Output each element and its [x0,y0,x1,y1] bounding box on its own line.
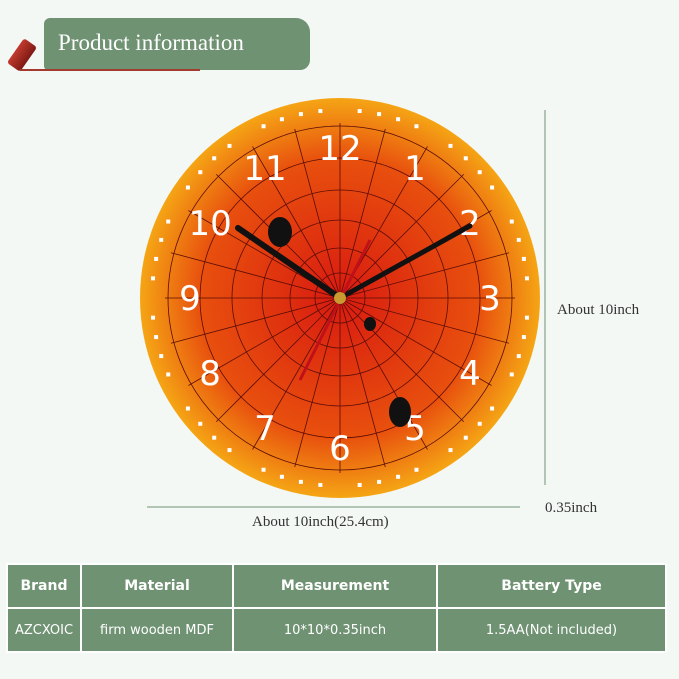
header-battery: Battery Type [436,563,667,609]
numeral-12: 12 [318,129,361,169]
minute-marker [185,185,190,190]
minute-marker [396,474,401,479]
width-label: About 10inch(25.4cm) [252,514,389,530]
numeral-6: 6 [329,429,351,469]
minute-marker [154,335,159,340]
numeral-7: 7 [254,409,276,449]
minute-marker [477,421,482,426]
minute-marker [198,421,203,426]
height-label: About 10inch [557,302,640,318]
hour-hand [235,225,343,301]
minute-marker [357,482,362,487]
minute-marker [414,124,419,129]
numeral-8: 8 [199,354,221,394]
minute-marker [227,143,232,148]
minute-marker [448,448,453,453]
minute-marker [477,170,482,175]
header-material: Material [80,563,234,609]
minute-marker [159,354,164,359]
minute-marker [279,117,284,122]
minute-marker [521,256,526,261]
minute-marker [377,479,382,484]
minute-marker [490,185,495,190]
cell-brand: AZCXOIC [6,607,82,653]
table-row: AZCXOIC firm wooden MDF 10*10*0.35inch 1… [6,607,667,653]
minute-marker [463,435,468,440]
numeral-4: 4 [459,354,481,394]
spider-web [165,123,515,473]
minute-marker [212,156,217,161]
minute-marker [298,112,303,117]
clock-center-cap [334,292,346,304]
minute-marker [509,219,514,224]
table-header-row: Brand Material Measurement Battery Type [6,563,667,609]
minute-marker [279,474,284,479]
minute-marker [166,219,171,224]
cell-material: firm wooden MDF [80,607,234,653]
numeral-10: 10 [188,204,231,244]
minute-marker [524,315,529,320]
minute-marker [516,237,521,242]
header-measurement: Measurement [232,563,438,609]
cell-measurement: 10*10*0.35inch [232,607,438,653]
minute-marker [151,276,156,281]
minute-marker [357,109,362,114]
minute-marker [198,170,203,175]
second-hand [298,239,372,381]
depth-label: 0.35inch [545,500,598,516]
minute-marker [521,335,526,340]
header-brand: Brand [6,563,82,609]
minute-marker [166,372,171,377]
minute-marker [298,479,303,484]
minute-marker [261,124,266,129]
banner-title: Product information [58,30,244,55]
spider-icon [268,217,411,427]
minute-marker [463,156,468,161]
banner-underline [20,69,200,71]
product-info-banner: Product information [44,18,310,70]
numeral-3: 3 [479,279,501,319]
cell-battery: 1.5AA(Not included) [436,607,667,653]
minute-marker [159,237,164,242]
minute-hand [337,223,473,301]
minute-marker [261,467,266,472]
minute-marker [396,117,401,122]
numeral-9: 9 [179,279,201,319]
minute-marker [414,467,419,472]
minute-marker [154,256,159,261]
numeral-11: 11 [243,149,286,189]
minute-marker [318,482,323,487]
product-spec-table: Brand Material Measurement Battery Type … [6,563,667,653]
minute-marker [212,435,217,440]
dimension-lines [147,110,546,508]
minute-marker [318,109,323,114]
minute-marker [448,143,453,148]
minute-marker [509,372,514,377]
minute-marker [377,112,382,117]
minute-marker [151,315,156,320]
numeral-1: 1 [404,149,426,189]
minute-marker [490,406,495,411]
minute-marker [516,354,521,359]
minute-marker [524,276,529,281]
minute-marker [227,448,232,453]
minute-marker [185,406,190,411]
